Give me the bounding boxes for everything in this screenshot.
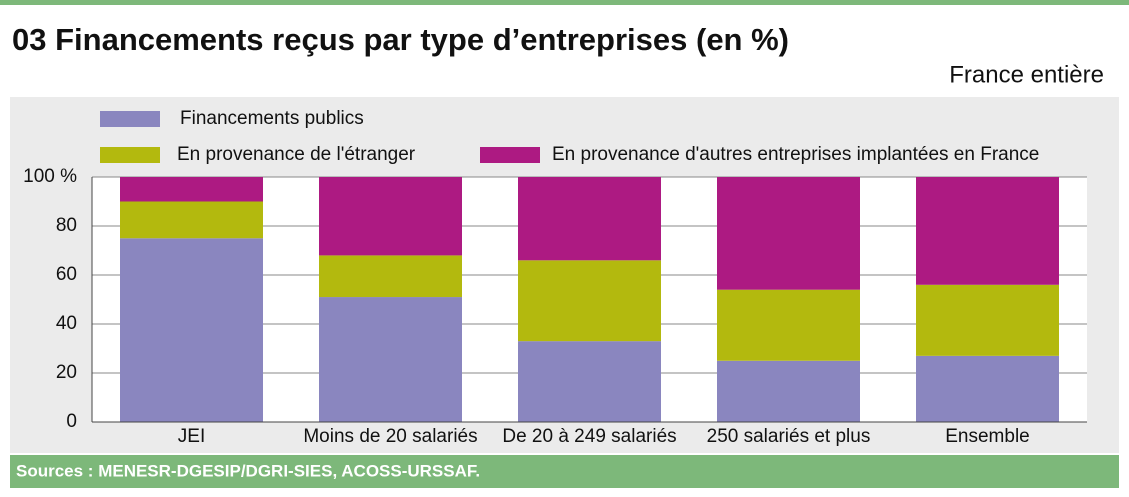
y-tick-label: 100 % — [23, 166, 77, 187]
bar-segment — [916, 177, 1059, 285]
x-tick-label: De 20 à 249 salariés — [502, 426, 676, 447]
bar-segment — [319, 255, 462, 298]
legend-swatch — [100, 111, 160, 127]
bar-segment — [319, 297, 462, 422]
bar-segment — [717, 289, 860, 361]
bar-segment — [717, 360, 860, 422]
bar-segment — [518, 341, 661, 422]
y-tick-label: 80 — [56, 215, 77, 236]
bar-segment — [120, 238, 263, 422]
top-band — [0, 0, 1129, 5]
bar-segment — [717, 177, 860, 290]
x-tick-label: 250 salariés et plus — [707, 426, 871, 447]
y-tick-label: 60 — [56, 264, 77, 285]
bar-segment — [120, 177, 263, 202]
chart-subtitle: France entière — [949, 61, 1104, 88]
y-tick-label: 20 — [56, 362, 77, 383]
legend-label: En provenance de l'étranger — [177, 144, 416, 165]
legend-label: En provenance d'autres entreprises impla… — [552, 144, 1039, 165]
source-band — [10, 455, 1119, 488]
chart-title: 03 Financements reçus par type d’entrepr… — [12, 22, 789, 57]
bar-segment — [518, 260, 661, 342]
legend-swatch — [100, 147, 160, 163]
y-tick-label: 40 — [56, 313, 77, 334]
y-tick-label: 0 — [66, 411, 77, 432]
bar-segment — [518, 177, 661, 261]
bar-segment — [916, 355, 1059, 422]
bar-segment — [120, 201, 263, 239]
legend-swatch — [480, 147, 540, 163]
x-tick-label: JEI — [178, 426, 205, 447]
x-tick-label: Moins de 20 salariés — [303, 426, 477, 447]
bar-segment — [916, 284, 1059, 356]
source: Sources : MENESR-DGESIP/DGRI-SIES, ACOSS… — [16, 461, 480, 480]
bar-segment — [319, 177, 462, 256]
x-tick-label: Ensemble — [945, 426, 1030, 447]
legend-label: Financements publics — [180, 108, 364, 129]
